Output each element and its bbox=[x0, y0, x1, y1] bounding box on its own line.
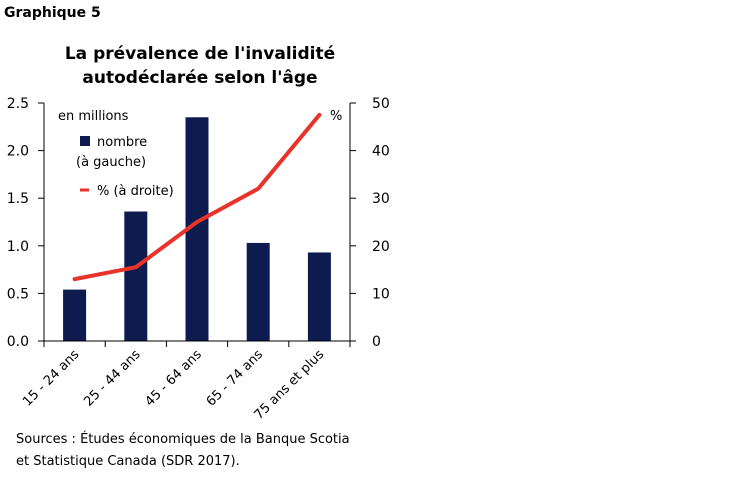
x-tick-label: 45 - 64 ans bbox=[142, 347, 204, 409]
line-group bbox=[72, 112, 322, 282]
right-tick-label: 20 bbox=[372, 239, 390, 255]
chart-title-line-1: La prévalence de l'invalidité bbox=[64, 44, 336, 64]
bar bbox=[246, 242, 270, 341]
left-tick-label: 2.5 bbox=[7, 96, 29, 112]
bar bbox=[307, 252, 331, 341]
right-tick-label: 30 bbox=[372, 191, 390, 207]
legend-bar-label-line-2: (à gauche) bbox=[76, 155, 146, 170]
line-point bbox=[135, 266, 137, 268]
line-point bbox=[74, 278, 76, 280]
bar bbox=[124, 211, 148, 341]
line-point bbox=[257, 188, 259, 190]
bar bbox=[63, 289, 87, 341]
source-line-1: Sources : Études économiques de la Banqu… bbox=[16, 432, 350, 447]
legend-bar-swatch bbox=[80, 136, 90, 146]
source-note: Sources : Études économiques de la Banqu… bbox=[16, 429, 350, 473]
left-axis-unit-label: en millions bbox=[58, 109, 129, 124]
left-tick-label: 1.0 bbox=[7, 239, 29, 255]
left-tick-label: 0.0 bbox=[7, 334, 29, 350]
legend-bar-label-line-1: nombre bbox=[97, 135, 147, 150]
legend: en millions nombre (à gauche) % (à droit… bbox=[58, 109, 342, 199]
bar bbox=[185, 117, 209, 341]
left-tick-label: 0.5 bbox=[7, 286, 29, 302]
bars-group bbox=[63, 117, 331, 341]
right-tick-label: 10 bbox=[372, 286, 390, 302]
chart-title: La prévalence de l'invalidité autodéclar… bbox=[0, 42, 400, 90]
x-tick-label: 15 - 24 ans bbox=[20, 347, 82, 409]
x-tick-label: 65 - 74 ans bbox=[204, 347, 266, 409]
legend-line-label: % (à droite) bbox=[97, 184, 174, 199]
left-tick-label: 2.0 bbox=[7, 144, 29, 160]
right-axis-unit-label: % bbox=[330, 109, 342, 124]
x-tick-label: 25 - 44 ans bbox=[81, 347, 143, 409]
line-point bbox=[318, 114, 320, 116]
source-line-2: et Statistique Canada (SDR 2017). bbox=[16, 454, 240, 469]
figure-label: Graphique 5 bbox=[4, 5, 101, 21]
line-point bbox=[196, 221, 198, 223]
chart-title-line-2: autodéclarée selon l'âge bbox=[82, 68, 318, 88]
right-tick-label: 50 bbox=[372, 96, 390, 112]
left-tick-label: 1.5 bbox=[7, 191, 29, 207]
right-tick-label: 0 bbox=[372, 334, 381, 350]
right-tick-label: 40 bbox=[372, 144, 390, 160]
